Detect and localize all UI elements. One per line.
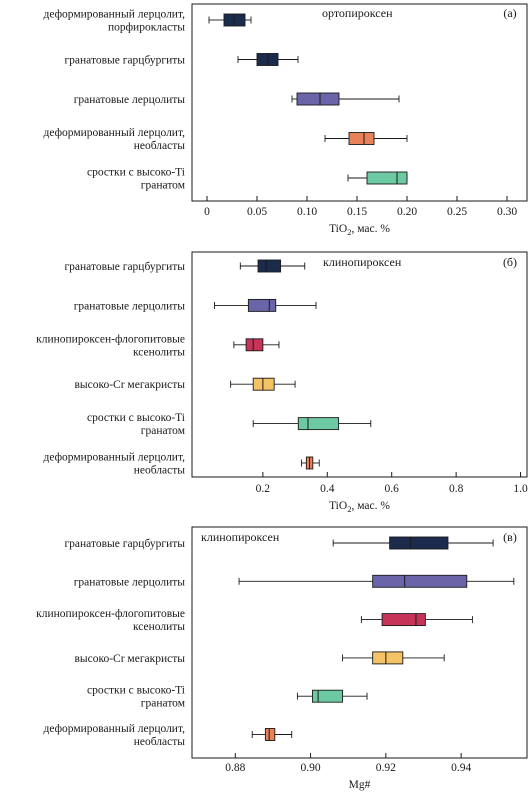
category-label: сростки с высоко-Ti	[87, 167, 185, 179]
iqr-box	[257, 259, 282, 273]
x-tick-label: 0.05	[247, 206, 267, 218]
category-label: гранатовые гарцбургиты	[64, 538, 185, 550]
category-label: необласты	[134, 736, 186, 748]
iqr-box	[264, 728, 276, 741]
category-label: гранатовые гарцбургиты	[64, 261, 185, 273]
category-label: деформированный лерцолит,	[43, 723, 185, 735]
series-box: гранатовые гарцбургиты	[64, 53, 299, 67]
x-tick-label: 0.4	[320, 483, 335, 495]
x-tick-label: 0.15	[347, 206, 367, 218]
category-label: гранатом	[141, 698, 186, 710]
category-label: клинопироксен-флогопитовые	[36, 608, 185, 620]
series-box: деформированный лерцолит,необласты	[43, 452, 320, 477]
category-label: деформированный лерцолит,	[43, 452, 185, 464]
category-label: гранатовые лерцолиты	[74, 576, 186, 588]
category-label: гранатовые гарцбургиты	[64, 55, 185, 67]
x-tick-label: 0.92	[376, 762, 396, 774]
x-tick-label: 0.25	[447, 206, 467, 218]
series-box: гранатовые лерцолиты	[74, 92, 400, 106]
category-label: ксенолиты	[133, 621, 185, 633]
x-tick-label: 0.10	[297, 206, 317, 218]
series-box: деформированный лерцолит,необласты	[43, 723, 293, 748]
iqr-box	[297, 417, 340, 431]
iqr-box	[372, 651, 404, 665]
category-label: порфирокласты	[108, 22, 185, 34]
x-tick-label: 0.94	[451, 762, 471, 774]
x-tick-label: 0.30	[497, 206, 517, 218]
category-label: гранатовые лерцолиты	[74, 94, 186, 106]
panel-3: клинопироксен (в) 0.88 0.90 0.92 0.94 Mg# грана…	[36, 526, 528, 791]
panel-title: клинопироксен	[201, 530, 280, 544]
x-axis-label: TiO2, мас. %	[329, 223, 390, 237]
x-tick-label: 0.2	[256, 483, 271, 495]
category-label: гранатовые лерцолиты	[74, 300, 186, 312]
x-tick-label: 0.20	[397, 206, 417, 218]
x-tick-label: 0.88	[225, 762, 245, 774]
x-tick-label: 0	[204, 206, 210, 218]
iqr-box	[252, 377, 275, 391]
x-tick-label: 0.8	[449, 483, 464, 495]
category-label: сростки с высоко-Ti	[87, 412, 185, 424]
category-label: необласты	[134, 465, 186, 477]
x-tick-label: 0.6	[385, 483, 400, 495]
series-box: гранатовые гарцбургиты	[64, 536, 494, 550]
panel-1: ортопироксен (а) 0 0.05 0.10 0.15 0.20 0.25 0.30…	[43, 3, 528, 237]
category-label: деформированный лерцолит,	[43, 127, 185, 139]
panel-letter: (б)	[503, 255, 517, 269]
iqr-box	[296, 92, 340, 106]
x-axis-label: Mg#	[349, 779, 371, 791]
series-box: деформированный лерцолит,необласты	[43, 127, 408, 152]
x-axis-label: TiO2, мас. %	[329, 500, 390, 514]
iqr-box	[389, 536, 449, 550]
iqr-box	[247, 298, 277, 312]
series-box: высоко-Cr мегакристы	[74, 377, 296, 391]
category-label: ксенолиты	[133, 346, 185, 358]
series-box: гранатовые лерцолиты	[74, 574, 515, 588]
category-label: сростки с высоко-Ti	[87, 685, 185, 697]
category-label: гранатом	[141, 180, 186, 192]
series-box: высоко-Cr мегакристы	[74, 651, 445, 665]
category-label: деформированный лерцолит,	[43, 9, 185, 21]
panel-2: клинопироксен (б) 0.2 0.4 0.6 0.8 1.0 TiO2, мас…	[36, 251, 528, 514]
iqr-box	[372, 574, 468, 588]
x-tick-label: 0.90	[301, 762, 321, 774]
panel-letter: (в)	[503, 530, 517, 544]
series-box: деформированный лерцолит,порфирокласты	[43, 9, 252, 34]
category-label: необласты	[134, 140, 186, 152]
series-box: гранатовые гарцбургиты	[64, 259, 306, 273]
plot-frame	[191, 526, 528, 759]
series-box: гранатовые лерцолиты	[74, 298, 317, 312]
category-label: гранатом	[141, 425, 186, 437]
panel-title: ортопироксен	[322, 6, 393, 20]
plot-frame	[191, 251, 528, 478]
panel-title: клинопироксен	[323, 255, 402, 269]
iqr-box	[348, 132, 375, 145]
x-tick-label: 1.0	[513, 483, 528, 495]
category-label: высоко-Cr мегакристы	[74, 653, 185, 665]
category-label: клинопироксен-флогопитовые	[36, 333, 185, 345]
iqr-box	[245, 338, 264, 352]
iqr-box	[381, 613, 426, 627]
iqr-box	[311, 689, 344, 703]
plot-frame	[191, 3, 528, 202]
panel-letter: (а)	[503, 6, 516, 20]
category-label: высоко-Cr мегакристы	[74, 379, 185, 391]
iqr-box	[366, 171, 408, 185]
